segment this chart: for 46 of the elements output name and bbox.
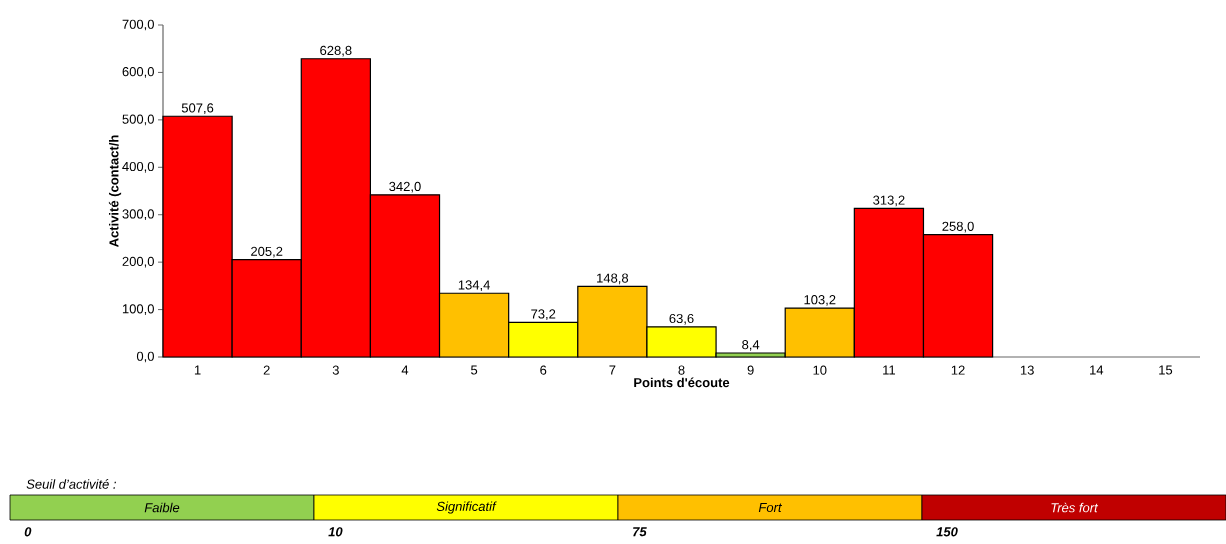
y-tick-label: 400,0 xyxy=(122,161,154,173)
x-tick-label: 1 xyxy=(194,365,201,375)
data-label: 507,6 xyxy=(181,103,214,115)
y-tick-label: 600,0 xyxy=(122,67,154,78)
x-tick-label: 15 xyxy=(1159,365,1173,375)
data-label: 0 xyxy=(24,527,32,537)
data-label: 8,4 xyxy=(742,340,760,351)
data-label: 63,6 xyxy=(669,313,694,325)
data-label: 342,0 xyxy=(389,181,421,193)
y-tick-label: 700,0 xyxy=(122,19,154,31)
data-label: 628,8 xyxy=(320,45,352,57)
data-label: 148,8 xyxy=(597,273,629,285)
category-label: Significatif xyxy=(436,501,497,514)
x-tick-label: 6 xyxy=(540,365,547,375)
x-tick-label: 7 xyxy=(609,365,616,375)
y-axis-title: Activité (contact/h xyxy=(108,135,122,248)
x-tick-label: 4 xyxy=(401,365,409,375)
text: Seuil d’activité : xyxy=(26,479,116,489)
y-tick-label: 500,0 xyxy=(122,114,154,126)
x-tick-label: 9 xyxy=(747,365,754,375)
category-label: Fort xyxy=(758,502,782,513)
x-tick-label: 2 xyxy=(263,365,270,375)
y-tick-label: 200,0 xyxy=(122,256,154,268)
y-tick-label: 300,0 xyxy=(122,209,154,221)
data-label: 205,2 xyxy=(251,246,283,258)
data-label: 258,0 xyxy=(942,221,974,233)
x-tick-label: 8 xyxy=(678,365,685,375)
x-tick-label: 13 xyxy=(1020,365,1034,375)
data-label: 103,2 xyxy=(804,295,836,306)
x-tick-label: 10 xyxy=(813,365,827,375)
data-label: 75 xyxy=(633,527,647,537)
y-tick-label: 0,0 xyxy=(136,351,154,363)
data-label: 10 xyxy=(328,527,343,537)
category-label: Très fort xyxy=(1051,502,1099,513)
data-label: 150 xyxy=(936,527,958,537)
data-label: 134,4 xyxy=(458,280,490,292)
x-tick-label: 12 xyxy=(951,365,965,375)
x-axis-title: Points d'écoute xyxy=(634,377,730,388)
data-label: 313,2 xyxy=(873,195,905,207)
x-tick-label: 5 xyxy=(471,365,478,375)
data-label: 73,2 xyxy=(531,309,556,321)
x-tick-label: 3 xyxy=(332,365,339,375)
y-tick-label: 100,0 xyxy=(122,304,154,315)
x-tick-label: 11 xyxy=(883,365,896,375)
x-tick-label: 14 xyxy=(1090,365,1104,375)
category-label: Faible xyxy=(144,502,180,513)
